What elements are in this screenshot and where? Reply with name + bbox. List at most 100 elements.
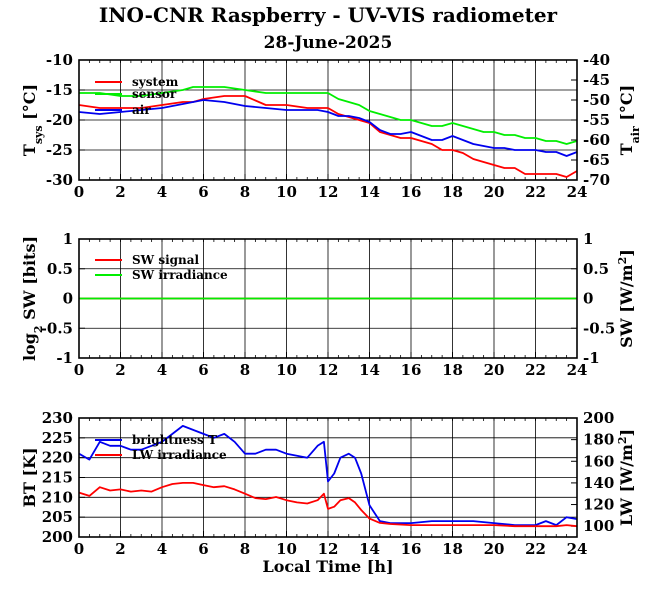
x-tick-label: 10 (276, 361, 297, 379)
x-tick-label: 0 (74, 361, 84, 379)
x-tick-label: 4 (157, 540, 167, 558)
x-tick-label: 20 (484, 361, 505, 379)
x-tick-label: 16 (401, 183, 422, 201)
y-right-tick-label: -65 (583, 151, 610, 169)
plot-frame (78, 417, 578, 538)
y-left-tick-label: 0.5 (47, 260, 73, 278)
plot-frame (78, 59, 578, 181)
y-left-tick-label: 210 (42, 488, 73, 506)
x-tick-label: 2 (115, 183, 125, 201)
y-left-tick-label: 220 (42, 449, 73, 467)
x-tick-label: 0 (74, 540, 84, 558)
y-left-tick-label: -0.5 (41, 319, 73, 337)
y-left-tick-label: 200 (42, 528, 73, 546)
y-left-tick-label: 230 (42, 409, 73, 427)
y-right-tick-label: -45 (583, 71, 610, 89)
legend-label: LW irradiance (132, 448, 227, 462)
x-tick-label: 6 (198, 183, 208, 201)
x-tick-label: 8 (240, 540, 250, 558)
x-tick-label: 14 (359, 540, 380, 558)
y-left-axis-label: BT [K] (20, 447, 39, 507)
x-tick-label: 22 (525, 540, 546, 558)
y-left-tick-label: 1 (63, 230, 73, 248)
x-tick-label: 18 (442, 361, 463, 379)
y-left-tick-label: 0 (63, 290, 73, 308)
x-axis-label: Local Time [h] (262, 557, 393, 576)
y-right-tick-label: 0 (583, 290, 593, 308)
x-tick-label: 0 (74, 183, 84, 201)
series-line-lw-irradiance (78, 482, 578, 528)
y-left-tick-label: -1 (56, 349, 73, 367)
x-tick-label: 12 (318, 540, 339, 558)
y-left-tick-label: 205 (42, 508, 73, 526)
x-tick-label: 12 (318, 183, 339, 201)
y-right-tick-label: -70 (583, 171, 610, 189)
y-left-axis-label: Tsys [°C] (20, 84, 45, 156)
x-tick-label: 20 (484, 540, 505, 558)
y-right-tick-label: 180 (583, 431, 614, 449)
x-tick-label: 22 (525, 361, 546, 379)
x-tick-label: 8 (240, 183, 250, 201)
panel-longwave: 0 2 4 6 8 10 12 14 16 18 20 22 242302252202152102052… (20, 409, 636, 558)
x-tick-label: 16 (401, 361, 422, 379)
x-tick-label: 2 (115, 361, 125, 379)
chart-title: INO-CNR Raspberry - UV-VIS radiometer (99, 3, 558, 27)
y-right-tick-label: -60 (583, 131, 610, 149)
series-line-sensor (79, 86, 578, 145)
y-right-axis-label: SW [W/m2] (616, 249, 637, 348)
y-right-tick-label: -0.5 (583, 319, 615, 337)
y-right-tick-label: -55 (583, 111, 610, 129)
y-left-tick-label: 225 (42, 429, 73, 447)
y-left-tick-label: -10 (46, 51, 73, 69)
y-right-axis-label: Tair [°C] (617, 85, 642, 155)
legend-label: SW signal (132, 253, 200, 267)
x-tick-label: 20 (484, 183, 505, 201)
y-left-tick-label: -20 (46, 111, 73, 129)
y-left-tick-label: -30 (46, 171, 73, 189)
legend-label: sensor (132, 87, 177, 101)
chart-subtitle: 28-June-2025 (264, 33, 393, 53)
y-left-tick-label: -25 (46, 141, 73, 159)
y-right-tick-label: -50 (583, 91, 610, 109)
y-right-tick-label: 140 (583, 474, 614, 492)
x-tick-label: 14 (359, 361, 380, 379)
x-tick-label: 8 (240, 361, 250, 379)
x-tick-label: 6 (198, 361, 208, 379)
legend-label: system (132, 75, 179, 89)
panel-shortwave: 0 2 4 6 8 10 12 14 16 18 20 22 2410.50-0.5-110.50-0.… (20, 230, 636, 379)
series-line-brightness-t (78, 425, 578, 526)
y-right-tick-label: 1 (583, 230, 593, 248)
legend-label: brightness T (132, 433, 217, 447)
y-right-tick-label: 160 (583, 452, 614, 470)
x-tick-label: 10 (276, 183, 297, 201)
y-right-tick-label: 200 (583, 409, 614, 427)
y-right-tick-label: -40 (583, 51, 610, 69)
x-tick-label: 6 (198, 540, 208, 558)
plot-frame (78, 238, 578, 359)
x-tick-label: 24 (567, 540, 588, 558)
x-tick-label: 24 (567, 361, 588, 379)
panel-temperature: 0 2 4 6 8 10 12 14 16 18 20 22 24-10-15-20-25-30-40-… (20, 51, 642, 201)
y-right-tick-label: 120 (583, 496, 614, 514)
x-tick-label: 4 (157, 183, 167, 201)
x-tick-label: 18 (442, 183, 463, 201)
x-tick-label: 14 (359, 183, 380, 201)
legend-label: air (132, 103, 151, 117)
y-right-tick-label: -1 (583, 349, 600, 367)
legend-label: SW irradiance (132, 268, 228, 282)
y-right-tick-label: 0.5 (583, 260, 609, 278)
x-tick-label: 18 (442, 540, 463, 558)
x-tick-label: 10 (276, 540, 297, 558)
x-tick-label: 16 (401, 540, 422, 558)
y-left-tick-label: -15 (46, 81, 73, 99)
x-tick-label: 24 (567, 183, 588, 201)
x-tick-label: 12 (318, 361, 339, 379)
x-tick-label: 2 (115, 540, 125, 558)
y-left-axis-label: log2 SW [bits] (20, 236, 45, 361)
y-right-tick-label: 100 (583, 517, 614, 535)
series-line-air (78, 99, 578, 157)
x-tick-label: 22 (525, 183, 546, 201)
y-left-tick-label: 215 (42, 469, 73, 487)
y-right-axis-label: LW [W/m2] (616, 429, 637, 526)
